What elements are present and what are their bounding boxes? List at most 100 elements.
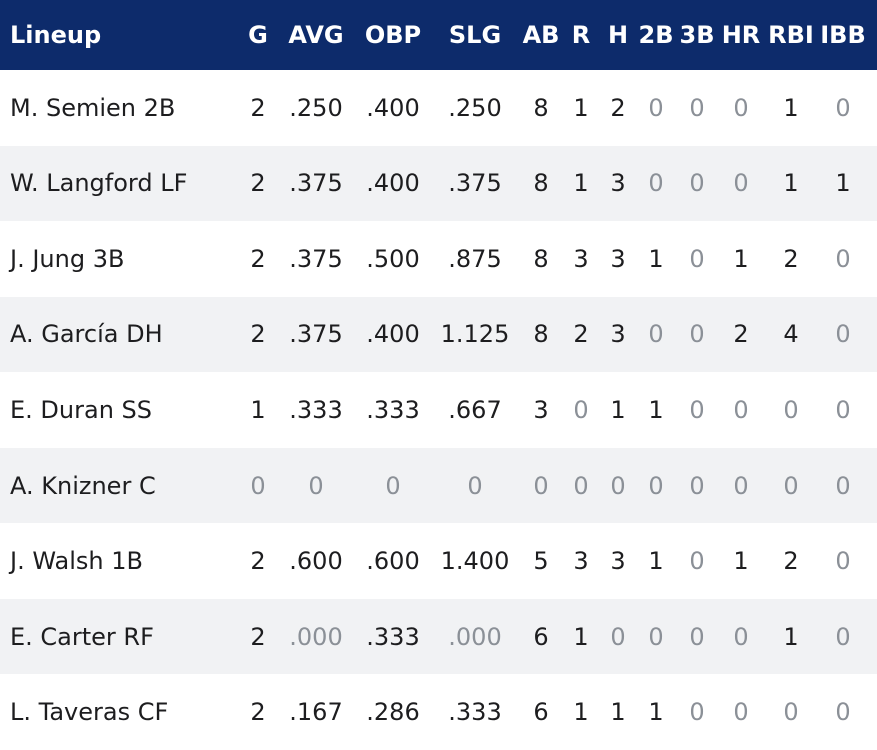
stat-cell: .333 bbox=[366, 622, 420, 651]
stat-cell: 0 bbox=[783, 471, 799, 500]
column-header: R bbox=[571, 21, 591, 49]
stat-cell: .600 bbox=[366, 547, 420, 576]
stat-cell: 0 bbox=[733, 698, 749, 727]
stat-cell: 0 bbox=[733, 395, 749, 424]
stat-cell: 8 bbox=[533, 169, 549, 198]
stat-cell: 1 bbox=[835, 169, 851, 198]
column-header: Lineup bbox=[10, 21, 102, 49]
stat-cell: 2 bbox=[250, 698, 266, 727]
stat-cell: 8 bbox=[533, 93, 549, 122]
stat-cell: 0 bbox=[689, 244, 705, 273]
stat-cell: 0 bbox=[835, 320, 851, 349]
stat-cell: 0 bbox=[835, 622, 851, 651]
stat-cell: 0 bbox=[835, 547, 851, 576]
stat-cell: 2 bbox=[733, 320, 749, 349]
stat-cell: 2 bbox=[250, 244, 266, 273]
stat-cell: 0 bbox=[783, 698, 799, 727]
stat-cell: 0 bbox=[648, 622, 664, 651]
player-row[interactable]: L. Taveras CF 2.167.286.333 6 1 1 1 0 0 0 0 bbox=[0, 674, 877, 750]
stat-cell: 0 bbox=[648, 471, 664, 500]
stat-cell: 0 bbox=[689, 547, 705, 576]
stat-cell: 1 bbox=[250, 395, 266, 424]
column-header: HR bbox=[721, 21, 761, 49]
column-header: RBI bbox=[768, 21, 814, 49]
player-row[interactable]: J. Walsh 1B 2.600.600 1.400 5 3 3 1 0 1 2 0 bbox=[0, 523, 877, 599]
stat-cell: 1 bbox=[610, 698, 626, 727]
player-name: A. García DH bbox=[10, 320, 163, 349]
column-header: IBB bbox=[820, 21, 866, 49]
stat-cell: 0 bbox=[250, 471, 266, 500]
player-row[interactable]: M. Semien 2B 2.250.400.250 8 1 2 0 0 0 1 0 bbox=[0, 70, 877, 146]
player-row[interactable]: J. Jung 3B 2.375.500.875 8 3 3 1 0 1 2 0 bbox=[0, 221, 877, 297]
stat-cell: 0 bbox=[689, 471, 705, 500]
stat-cell: 1 bbox=[648, 698, 664, 727]
stat-cell: 0 bbox=[308, 471, 324, 500]
stat-cell: 0 bbox=[573, 471, 589, 500]
stat-cell: 0 bbox=[835, 395, 851, 424]
stat-cell: 0 bbox=[689, 320, 705, 349]
player-name: E. Carter RF bbox=[10, 622, 154, 651]
stat-cell: 3 bbox=[573, 244, 589, 273]
stat-cell: 0 bbox=[835, 698, 851, 727]
stat-cell: 2 bbox=[250, 169, 266, 198]
stat-cell: 0 bbox=[467, 471, 483, 500]
player-name: J. Walsh 1B bbox=[10, 547, 143, 576]
stat-cell: 3 bbox=[610, 169, 626, 198]
stat-cell: .400 bbox=[366, 320, 420, 349]
header-row: Lineup G AVG OBP SLG AB R H 2B 3B HR RBI IBB bbox=[0, 0, 877, 70]
stat-cell: 0 bbox=[733, 622, 749, 651]
stat-cell: 8 bbox=[533, 320, 549, 349]
column-header: AVG bbox=[288, 21, 344, 49]
stat-cell: 1.400 bbox=[440, 547, 510, 576]
stat-cell: .667 bbox=[448, 395, 502, 424]
player-row[interactable]: E. Duran SS 1.333.333.667 3 0 1 1 0 0 0 0 bbox=[0, 372, 877, 448]
stat-cell: 4 bbox=[783, 320, 799, 349]
player-name: L. Taveras CF bbox=[10, 698, 169, 727]
stat-cell: 3 bbox=[573, 547, 589, 576]
stat-cell: .600 bbox=[289, 547, 343, 576]
stat-cell: 5 bbox=[533, 547, 549, 576]
stat-cell: 0 bbox=[835, 471, 851, 500]
player-row[interactable]: W. Langford LF 2.375.400.375 8 1 3 0 0 0 1 1 bbox=[0, 145, 877, 222]
stat-cell: 1 bbox=[573, 622, 589, 651]
stat-cell: 6 bbox=[533, 698, 549, 727]
stat-cell: 1 bbox=[573, 169, 589, 198]
stat-cell: 0 bbox=[689, 169, 705, 198]
stat-cell: .375 bbox=[289, 244, 343, 273]
column-header: OBP bbox=[364, 21, 422, 49]
stat-cell: .000 bbox=[289, 622, 343, 651]
stat-cell: 0 bbox=[610, 471, 626, 500]
stat-cell: 2 bbox=[610, 93, 626, 122]
stat-cell: .375 bbox=[289, 169, 343, 198]
stat-cell: .500 bbox=[366, 244, 420, 273]
player-name: E. Duran SS bbox=[10, 395, 152, 424]
stat-cell: .333 bbox=[448, 698, 502, 727]
player-row[interactable]: E. Carter RF 2.000.333.000 6 1 0 0 0 0 1 0 bbox=[0, 598, 877, 675]
stat-cell: 0 bbox=[648, 169, 664, 198]
stat-cell: 0 bbox=[689, 93, 705, 122]
stat-cell: 0 bbox=[385, 471, 401, 500]
stat-cell: 3 bbox=[533, 395, 549, 424]
stat-cell: .333 bbox=[289, 395, 343, 424]
stat-cell: 1 bbox=[648, 244, 664, 273]
player-row[interactable]: A. García DH 2.375.400 1.125 8 2 3 0 0 2 4 0 bbox=[0, 296, 877, 373]
stat-cell: 0 bbox=[533, 471, 549, 500]
stat-cell: 3 bbox=[610, 547, 626, 576]
player-name: A. Knizner C bbox=[10, 471, 156, 500]
stat-cell: 2 bbox=[783, 547, 799, 576]
stat-cell: 1 bbox=[610, 395, 626, 424]
stat-cell: 1 bbox=[573, 93, 589, 122]
stat-cell: .375 bbox=[448, 169, 502, 198]
stat-cell: 0 bbox=[733, 93, 749, 122]
player-name: W. Langford LF bbox=[10, 169, 188, 198]
stat-cell: 6 bbox=[533, 622, 549, 651]
player-name: M. Semien 2B bbox=[10, 93, 176, 122]
stat-cell: 0 bbox=[648, 320, 664, 349]
stat-cell: 1 bbox=[733, 244, 749, 273]
stat-cell: 1 bbox=[783, 622, 799, 651]
stat-cell: 1 bbox=[733, 547, 749, 576]
column-header: SLG bbox=[448, 21, 502, 49]
stat-cell: .400 bbox=[366, 169, 420, 198]
